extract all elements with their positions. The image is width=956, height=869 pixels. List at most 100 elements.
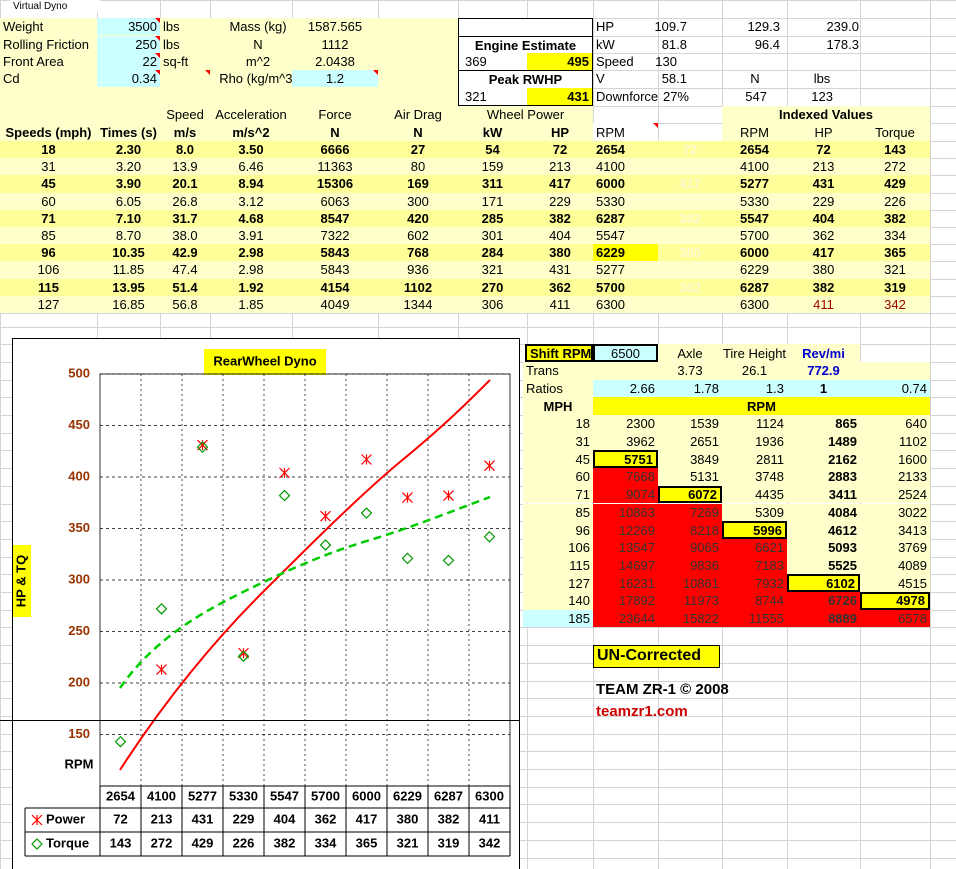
rpm-cell: 2524	[860, 485, 930, 504]
run-cell: 8.0	[175, 142, 195, 158]
run-cell: 2.98	[238, 262, 264, 278]
diamond-marker	[319, 539, 332, 551]
trans-fill	[523, 361, 930, 380]
run-cell: 8.94	[238, 176, 264, 192]
run-cell: 80	[410, 159, 426, 175]
run-cell: 1344	[403, 296, 433, 312]
summary-value: lbs	[813, 71, 831, 86]
legend-label: Torque	[46, 835, 89, 850]
mph-cell: 60	[523, 468, 593, 486]
row-fill	[0, 295, 930, 313]
run-cell: 420	[407, 210, 429, 226]
rpm-cell: 4435	[722, 485, 787, 504]
run-cell: 47.4	[172, 262, 198, 278]
diamond-marker	[155, 602, 168, 615]
table-value: 382	[274, 835, 296, 850]
rpm-cell: 9836	[658, 556, 722, 575]
site-url: teamzr1.com	[596, 702, 688, 720]
run-cell: 96	[41, 245, 56, 261]
run-cell: 27	[410, 142, 426, 158]
indexed-cell: 5277	[740, 176, 769, 192]
run-cell: 8547	[320, 210, 350, 226]
indexed-cell: 382	[884, 210, 906, 226]
group-header: Acceleration	[215, 107, 287, 122]
mph-cell: 115	[523, 556, 593, 575]
hidden-hp: 362	[679, 279, 701, 295]
engine-value: 369	[465, 54, 487, 69]
rpm-cell: 10861	[658, 574, 722, 592]
engine-estimate-title: Engine Estimate	[474, 37, 577, 53]
run-cell: 213	[549, 159, 571, 175]
rpm-cell: 8744	[722, 592, 787, 610]
run-cell: 54	[485, 142, 500, 158]
summary-value: N	[750, 71, 760, 86]
asterisk-marker	[443, 490, 454, 501]
table-value: 411	[479, 811, 500, 826]
ratio-value: 0.74	[860, 379, 930, 398]
rpm-cell: 3849	[658, 450, 722, 469]
table-value: 382	[438, 811, 460, 826]
run-cell: 4.68	[238, 210, 264, 226]
run-cell: 431	[549, 262, 571, 278]
derived-label: Mass (kg)	[229, 19, 287, 34]
chart-title: RearWheel Dyno	[213, 353, 316, 368]
rpm-cell: 15822	[658, 609, 722, 628]
y-axis-title: HP & TQ	[13, 555, 28, 608]
rpm-cell: 3769	[860, 538, 930, 557]
rpm-cell: 6102	[787, 574, 860, 592]
derived-value: 2.0438	[315, 54, 355, 69]
rpm-cell: 4084	[787, 503, 860, 522]
table-value: 334	[315, 835, 337, 850]
rpm-cell: 640	[860, 415, 930, 433]
rpm-cell: 8889	[787, 609, 860, 628]
run-cell: 6.46	[238, 159, 264, 175]
comment-marker	[155, 70, 160, 75]
diamond-marker	[114, 735, 127, 748]
rpm-cell: 3413	[860, 521, 930, 539]
grid-line	[0, 326, 956, 328]
column-header: m/s^2	[232, 124, 270, 140]
run-cell: 7.10	[115, 210, 142, 226]
run-cell: 51.4	[172, 279, 198, 295]
column-header: RPM	[740, 124, 769, 140]
run-cell: 4100	[596, 159, 625, 175]
table-value: 342	[479, 835, 501, 850]
ratios-label: Ratios	[523, 379, 593, 398]
rpm-cell: 1936	[722, 432, 787, 451]
rpm-cell: 17892	[593, 592, 658, 610]
summary-label: HP	[596, 19, 615, 34]
run-cell: 13.95	[112, 279, 145, 295]
diamond-marker	[196, 441, 209, 453]
rpm-cell: 9065	[658, 538, 722, 557]
asterisk-marker	[320, 510, 331, 522]
rpm-cell: 23644	[593, 609, 658, 628]
mph-cell: 31	[523, 432, 593, 451]
mph-cell: 85	[523, 503, 593, 522]
x-category-label: 5330	[229, 788, 258, 803]
grid-line	[0, 313, 956, 314]
y-tick-label: 400	[68, 468, 90, 483]
input-value: 22	[97, 53, 160, 70]
input-label: Weight	[3, 19, 44, 34]
ratio-value: 1.78	[658, 379, 722, 398]
summary-value: 58.1	[661, 71, 687, 86]
x-category-label: 2654	[106, 788, 136, 803]
rpm-header: RPM	[593, 397, 930, 415]
y-tick-label: 300	[68, 571, 90, 586]
derived-label: m^2	[245, 54, 271, 69]
comment-marker	[373, 70, 378, 75]
rpm-cell: 5309	[722, 503, 787, 522]
run-cell: 4154	[320, 279, 350, 295]
run-cell: 7322	[320, 228, 350, 244]
run-cell: 3.91	[238, 228, 264, 244]
run-cell: 15306	[316, 176, 354, 192]
indexed-cell: 382	[812, 279, 835, 295]
row-fill	[0, 261, 930, 279]
row-fill	[0, 175, 930, 193]
run-cell: 6287	[596, 210, 625, 226]
marker-shape	[155, 602, 168, 615]
y-label-box	[13, 545, 31, 617]
run-cell: 10.35	[112, 245, 145, 261]
indexed-cell: 6229	[740, 262, 769, 278]
